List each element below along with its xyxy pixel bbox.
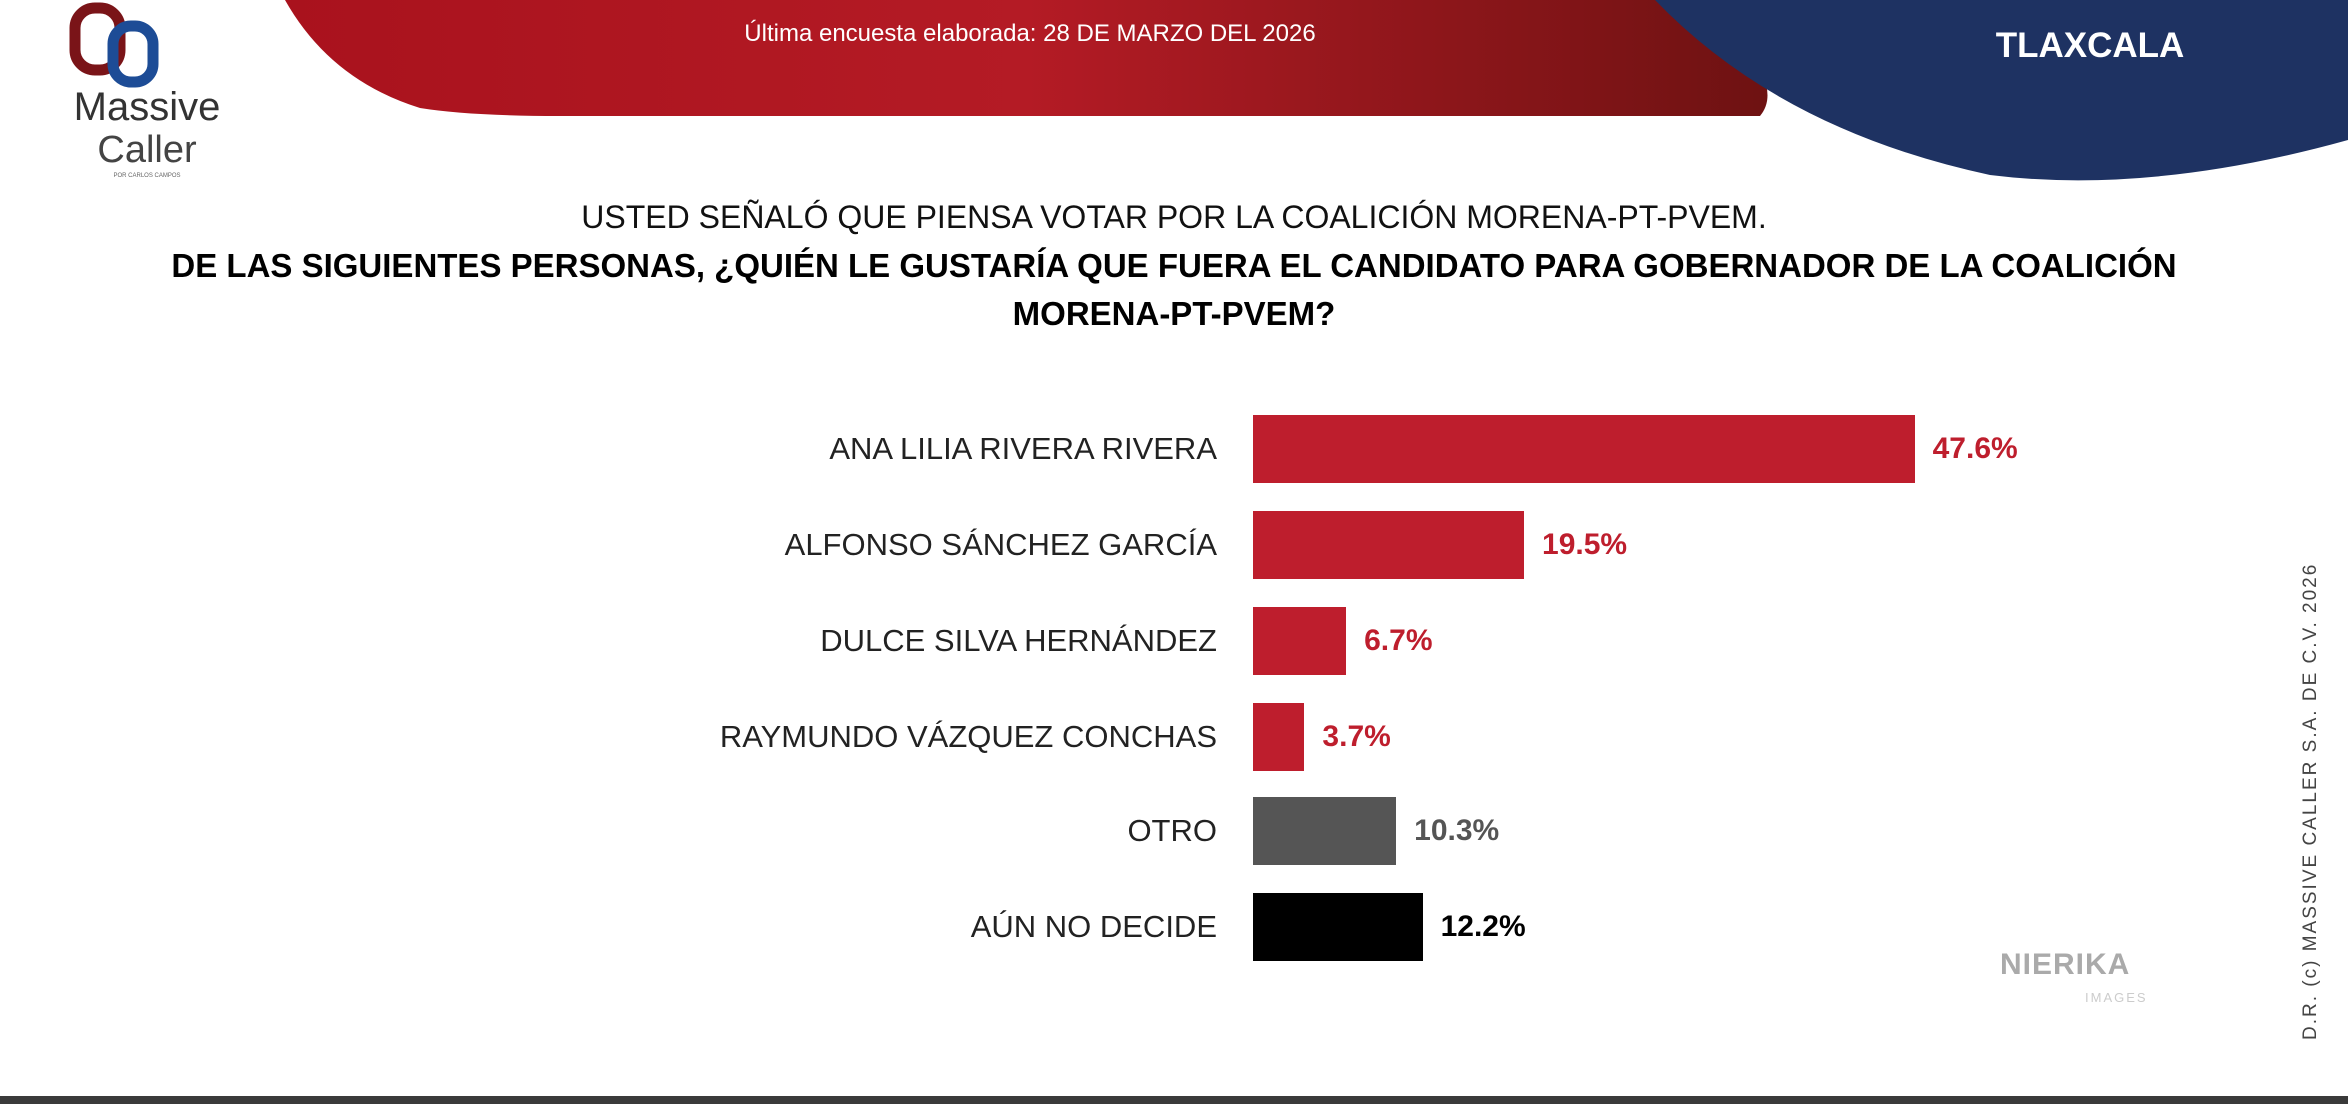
bar — [1253, 797, 1397, 865]
nierika-logo: NIERIKA — [2000, 948, 2131, 981]
bar — [1253, 703, 1305, 771]
survey-date: Última encuesta elaborada: 28 DE MARZO D… — [744, 20, 1316, 47]
category-label: RAYMUNDO VÁZQUEZ CONCHAS — [719, 719, 1217, 754]
value-label: 6.7% — [1364, 624, 1433, 657]
category-label: DULCE SILVA HERNÁNDEZ — [820, 623, 1217, 658]
question-main: DE LAS SIGUIENTES PERSONAS, ¿QUIÉN LE GU… — [171, 247, 2177, 332]
question-intro: USTED SEÑALÓ QUE PIENSA VOTAR POR LA COA… — [581, 199, 1767, 235]
footer-bar — [0, 1096, 2348, 1104]
value-label: 47.6% — [1932, 432, 2018, 465]
logo-caller: Caller — [97, 129, 197, 171]
bar — [1253, 893, 1423, 961]
logo-tagline: POR CARLOS CAMPOS — [113, 173, 181, 179]
bar — [1253, 415, 1915, 483]
copyright-side-text: D.R. (c) MASSIVE CALLER S.A. DE C.V. 202… — [2300, 562, 2321, 1040]
value-label: 19.5% — [1542, 528, 1628, 561]
category-label: ANA LILIA RIVERA RIVERA — [829, 431, 1217, 466]
blue-banner-shape — [1655, 0, 2348, 181]
value-label: 10.3% — [1414, 814, 1500, 847]
header-banner — [69, 0, 2348, 181]
category-label: AÚN NO DECIDE — [970, 909, 1217, 944]
logo-icon — [69, 2, 159, 88]
value-label: 3.7% — [1322, 720, 1391, 753]
region-title: TLAXCALA — [1995, 26, 2185, 65]
bar — [1253, 607, 1347, 675]
value-label: 12.2% — [1440, 910, 1526, 943]
nierika-sub: IMAGES — [2085, 990, 2148, 1005]
logo-massive: Massive — [73, 85, 221, 129]
bar — [1253, 511, 1525, 579]
category-label: ALFONSO SÁNCHEZ GARCÍA — [784, 527, 1217, 562]
category-label: OTRO — [1127, 813, 1217, 848]
red-banner-shape — [285, 0, 1768, 116]
